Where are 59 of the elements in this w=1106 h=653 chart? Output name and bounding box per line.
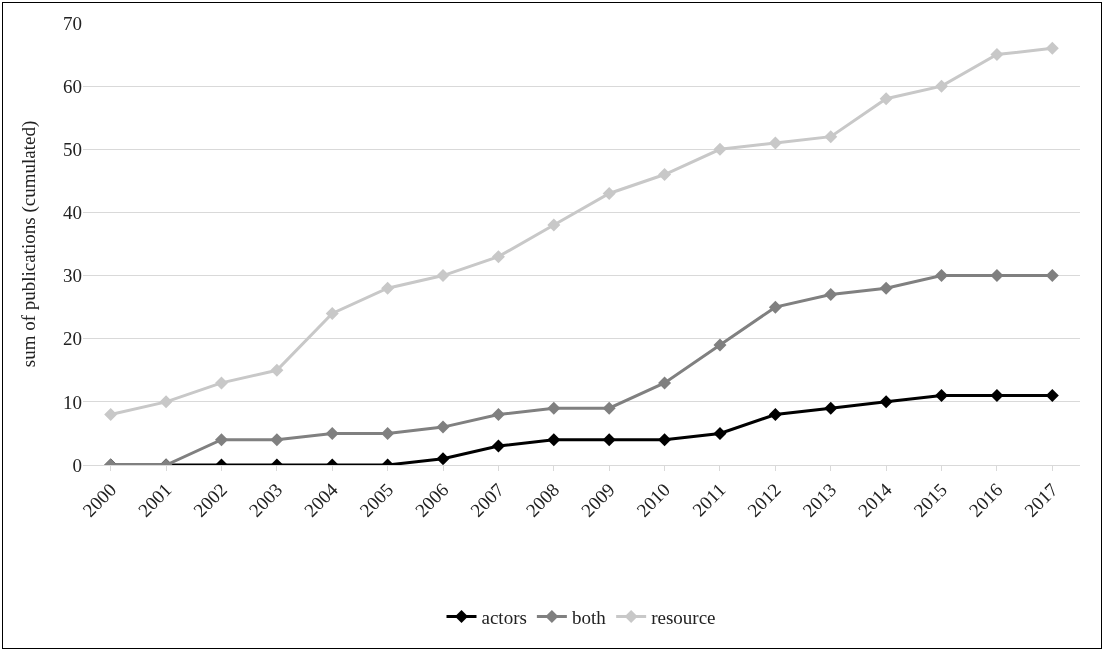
point bbox=[214, 376, 228, 390]
point bbox=[713, 142, 727, 156]
point bbox=[879, 92, 893, 106]
point bbox=[1045, 389, 1059, 403]
point bbox=[602, 433, 616, 447]
y-tick-label: 0 bbox=[72, 454, 82, 476]
y-tick-label: 20 bbox=[63, 328, 82, 350]
point bbox=[768, 136, 782, 150]
y-tick-label: 10 bbox=[63, 391, 82, 413]
point bbox=[1045, 41, 1059, 55]
point bbox=[381, 426, 395, 440]
point bbox=[436, 269, 450, 283]
point bbox=[547, 218, 561, 232]
point bbox=[602, 186, 616, 200]
x-tick-label: 2011 bbox=[688, 479, 730, 521]
point bbox=[824, 401, 838, 415]
y-axis-title: sum of publications (cumulated) bbox=[18, 120, 40, 368]
y-tick-label: 30 bbox=[63, 265, 82, 287]
point bbox=[491, 250, 505, 264]
point bbox=[436, 452, 450, 465]
point bbox=[768, 300, 782, 314]
point bbox=[879, 395, 893, 409]
y-tick-label: 70 bbox=[63, 12, 82, 34]
point bbox=[935, 269, 949, 283]
y-tick-label: 60 bbox=[63, 75, 82, 97]
legend-label: resource bbox=[651, 606, 716, 628]
point bbox=[658, 168, 672, 182]
point bbox=[270, 363, 284, 377]
point bbox=[491, 407, 505, 421]
point bbox=[990, 48, 1004, 62]
point bbox=[159, 395, 173, 409]
point bbox=[436, 420, 450, 434]
point bbox=[1045, 269, 1059, 283]
point bbox=[879, 281, 893, 295]
legend-label: actors bbox=[481, 606, 527, 628]
point bbox=[935, 389, 949, 403]
point bbox=[270, 433, 284, 447]
y-tick-label: 40 bbox=[63, 202, 82, 224]
point bbox=[602, 401, 616, 415]
point bbox=[713, 338, 727, 352]
point bbox=[491, 439, 505, 453]
point bbox=[768, 407, 782, 421]
point bbox=[547, 433, 561, 447]
point bbox=[935, 79, 949, 93]
point bbox=[990, 269, 1004, 283]
point bbox=[990, 389, 1004, 403]
y-tick-label: 50 bbox=[63, 138, 82, 160]
point bbox=[214, 433, 228, 447]
point bbox=[104, 407, 118, 421]
point bbox=[325, 426, 339, 440]
point bbox=[713, 426, 727, 440]
point bbox=[547, 401, 561, 415]
point bbox=[381, 281, 395, 295]
point bbox=[824, 130, 838, 144]
point bbox=[658, 376, 672, 390]
point bbox=[325, 306, 339, 320]
point bbox=[658, 433, 672, 447]
legend-label: both bbox=[571, 606, 607, 628]
point bbox=[824, 288, 838, 302]
